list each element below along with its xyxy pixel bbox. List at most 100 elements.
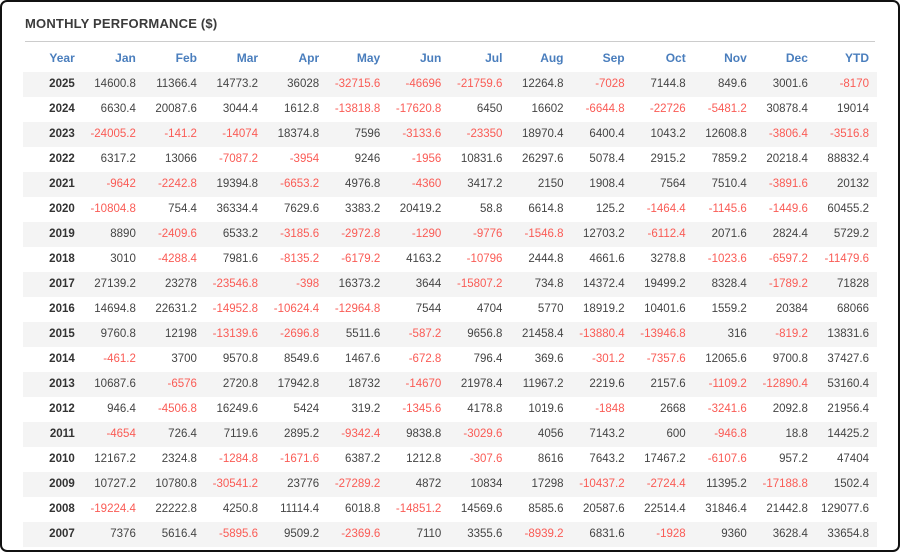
table-row: 2021 -9642 -2242.8 19394.8 -6653.2 4976.8 -436… bbox=[23, 172, 877, 197]
value-cell-nov: 849.6 bbox=[718, 78, 747, 90]
value-cell-jan: 3010 bbox=[110, 253, 136, 265]
value-cell-jun: -1345.6 bbox=[402, 403, 442, 415]
value-cell-jul: -15807.2 bbox=[457, 278, 503, 290]
value-cell-jun: -4360 bbox=[411, 178, 442, 190]
value-cell-nov: 11395.2 bbox=[706, 478, 747, 490]
value-cell-oct: 2668 bbox=[660, 403, 686, 415]
value-cell-jun: -672.8 bbox=[408, 353, 442, 365]
year-cell: 2021 bbox=[49, 178, 75, 190]
value-cell-jul: -307.6 bbox=[469, 453, 503, 465]
year-cell: 2010 bbox=[49, 453, 75, 465]
column-header-ytd: YTD bbox=[845, 51, 869, 65]
value-cell-jul: -9776 bbox=[473, 228, 503, 240]
value-cell-feb: 726.4 bbox=[168, 428, 197, 440]
column-header-nov: Nov bbox=[724, 51, 747, 65]
value-cell-ytd: 60455.2 bbox=[827, 203, 869, 215]
value-cell-jun: -14851.2 bbox=[395, 503, 442, 515]
value-cell-may: 1467.6 bbox=[345, 353, 381, 365]
value-cell-mar: -5895.6 bbox=[219, 528, 259, 540]
value-cell-oct: -7357.6 bbox=[646, 353, 686, 365]
value-cell-nov: -6107.6 bbox=[707, 453, 747, 465]
value-cell-sep: -13880.4 bbox=[579, 328, 625, 340]
value-cell-may: -12964.8 bbox=[334, 303, 381, 315]
value-cell-nov: 2071.6 bbox=[711, 228, 747, 240]
value-cell-may: 7596 bbox=[354, 128, 381, 140]
value-cell-oct: 2915.2 bbox=[650, 153, 686, 165]
value-cell-sep: 12703.2 bbox=[583, 228, 625, 240]
value-cell-apr: -10624.4 bbox=[273, 303, 320, 315]
value-cell-feb: -4288.4 bbox=[157, 253, 197, 265]
value-cell-jul: 10834 bbox=[470, 478, 503, 490]
column-header-feb: Feb bbox=[175, 51, 197, 65]
value-cell-dec: 30878.4 bbox=[766, 103, 808, 115]
value-cell-ytd: 20132 bbox=[837, 178, 869, 190]
value-cell-ytd: 21956.4 bbox=[827, 403, 869, 415]
value-cell-apr: -8135.2 bbox=[280, 253, 320, 265]
value-cell-jul: 4704 bbox=[476, 303, 503, 315]
value-cell-oct: -22726 bbox=[649, 103, 686, 115]
value-cell-jul: 3417.2 bbox=[467, 178, 503, 190]
value-cell-jan: -9642 bbox=[106, 178, 136, 190]
value-cell-jul: 4178.8 bbox=[467, 403, 503, 415]
value-cell-may: -32715.6 bbox=[334, 78, 381, 90]
value-cell-mar: 9570.8 bbox=[222, 353, 259, 365]
value-cell-sep: 125.2 bbox=[595, 203, 625, 215]
value-cell-sep: 7643.2 bbox=[589, 453, 625, 465]
value-cell-dec: 20218.4 bbox=[766, 153, 808, 165]
value-cell-may: -27289.2 bbox=[334, 478, 381, 490]
column-header-mar: Mar bbox=[236, 51, 259, 65]
table-row: 2018 3010 -4288.4 7981.6 -8135.2 -6179.2 4163.… bbox=[23, 247, 877, 272]
value-cell-dec: -1789.2 bbox=[768, 278, 808, 290]
value-cell-nov: -1023.6 bbox=[707, 253, 747, 265]
value-cell-may: 4976.8 bbox=[345, 178, 381, 190]
value-cell-jan: 27139.2 bbox=[94, 278, 136, 290]
value-cell-sep: 6831.6 bbox=[589, 528, 625, 540]
value-cell-nov: 1559.2 bbox=[711, 303, 747, 315]
value-cell-jan: 8890 bbox=[110, 228, 136, 240]
table-row: 2010 12167.2 2324.8 -1284.8 -1671.6 6387.2 121… bbox=[23, 447, 877, 472]
value-cell-sep: 20587.6 bbox=[583, 503, 625, 515]
value-cell-aug: -8939.2 bbox=[524, 528, 564, 540]
table-row: 2011 -4654 726.4 7119.6 2895.2 -9342.4 9838.8 -… bbox=[23, 422, 877, 447]
value-cell-feb: 22222.8 bbox=[155, 503, 197, 515]
column-header-sep: Sep bbox=[602, 51, 625, 65]
table-row: 2023 -24005.2 -141.2 -14074 18374.8 7596 -3133… bbox=[23, 122, 877, 147]
value-cell-feb: 20087.6 bbox=[155, 103, 197, 115]
table-row: 2016 14694.8 22631.2 -14952.8 -10624.4 -12964… bbox=[23, 297, 877, 322]
value-cell-mar: -13139.6 bbox=[212, 328, 259, 340]
value-cell-may: 9246 bbox=[354, 153, 381, 165]
value-cell-aug: 5770 bbox=[537, 303, 564, 315]
value-cell-may: 16373.2 bbox=[338, 278, 381, 290]
value-cell-may: 5511.6 bbox=[345, 328, 381, 340]
value-cell-jul: 3355.6 bbox=[467, 528, 503, 540]
value-cell-apr: -398 bbox=[296, 278, 320, 290]
value-cell-aug: 12264.8 bbox=[521, 78, 564, 90]
value-cell-oct: 17467.2 bbox=[644, 453, 686, 465]
value-cell-oct: 3278.8 bbox=[650, 253, 686, 265]
value-cell-feb: 3700 bbox=[171, 353, 197, 365]
table-head: Year Jan Feb Mar Apr May Jun Jul Aug Sep Oct Nov Dec… bbox=[23, 42, 877, 72]
value-cell-feb: 754.4 bbox=[168, 203, 197, 215]
value-cell-feb: -2409.6 bbox=[157, 228, 197, 240]
value-cell-may: -13818.8 bbox=[334, 103, 381, 115]
value-cell-jun: -3133.6 bbox=[402, 128, 442, 140]
value-cell-aug: 2150 bbox=[537, 178, 564, 190]
value-cell-jun: 7544 bbox=[415, 303, 442, 315]
value-cell-ytd: 53160.4 bbox=[827, 378, 869, 390]
table-row: 2024 6630.4 20087.6 3044.4 1612.8 -13818.8 -17… bbox=[23, 97, 877, 122]
value-cell-feb: 23278 bbox=[164, 278, 197, 290]
value-cell-dec: 3628.4 bbox=[772, 528, 808, 540]
value-cell-may: -2369.6 bbox=[341, 528, 381, 540]
table-row: 2017 27139.2 23278 -23546.8 -398 16373.2 3644 -… bbox=[23, 272, 877, 297]
value-cell-dec: 2824.4 bbox=[772, 228, 808, 240]
year-cell: 2016 bbox=[49, 303, 75, 315]
value-cell-nov: 12608.8 bbox=[705, 128, 747, 140]
value-cell-dec: 2092.8 bbox=[772, 403, 808, 415]
value-cell-apr: 17942.8 bbox=[277, 378, 320, 390]
year-cell: 2012 bbox=[49, 403, 75, 415]
value-cell-jan: 6317.2 bbox=[100, 153, 136, 165]
value-cell-may: 6387.2 bbox=[345, 453, 381, 465]
value-cell-oct: 10401.6 bbox=[644, 303, 686, 315]
value-cell-sep: -10437.2 bbox=[579, 478, 625, 490]
